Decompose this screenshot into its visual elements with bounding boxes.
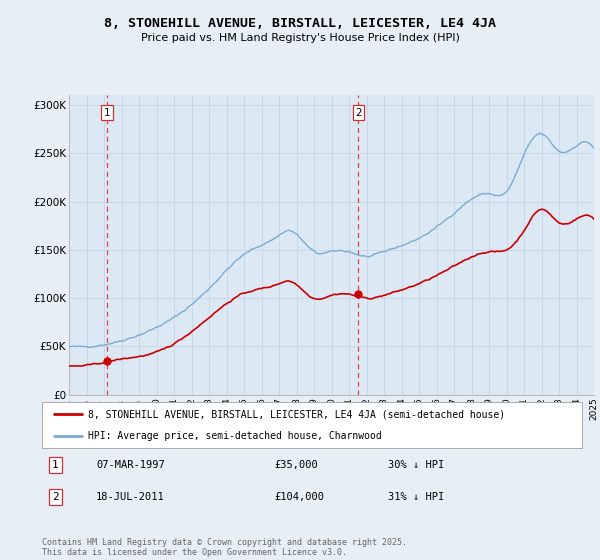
Text: 2: 2 bbox=[355, 108, 362, 118]
Text: £104,000: £104,000 bbox=[274, 492, 324, 502]
Text: 18-JUL-2011: 18-JUL-2011 bbox=[96, 492, 165, 502]
Text: 31% ↓ HPI: 31% ↓ HPI bbox=[388, 492, 444, 502]
Text: 8, STONEHILL AVENUE, BIRSTALL, LEICESTER, LE4 4JA (semi-detached house): 8, STONEHILL AVENUE, BIRSTALL, LEICESTER… bbox=[88, 409, 505, 419]
Text: Contains HM Land Registry data © Crown copyright and database right 2025.
This d: Contains HM Land Registry data © Crown c… bbox=[42, 538, 407, 557]
Text: 8, STONEHILL AVENUE, BIRSTALL, LEICESTER, LE4 4JA: 8, STONEHILL AVENUE, BIRSTALL, LEICESTER… bbox=[104, 17, 496, 30]
Text: 2: 2 bbox=[52, 492, 59, 502]
Text: HPI: Average price, semi-detached house, Charnwood: HPI: Average price, semi-detached house,… bbox=[88, 431, 382, 441]
Text: 07-MAR-1997: 07-MAR-1997 bbox=[96, 460, 165, 470]
Text: Price paid vs. HM Land Registry's House Price Index (HPI): Price paid vs. HM Land Registry's House … bbox=[140, 32, 460, 43]
Text: 1: 1 bbox=[104, 108, 110, 118]
Text: 30% ↓ HPI: 30% ↓ HPI bbox=[388, 460, 444, 470]
Text: £35,000: £35,000 bbox=[274, 460, 318, 470]
Text: 1: 1 bbox=[52, 460, 59, 470]
